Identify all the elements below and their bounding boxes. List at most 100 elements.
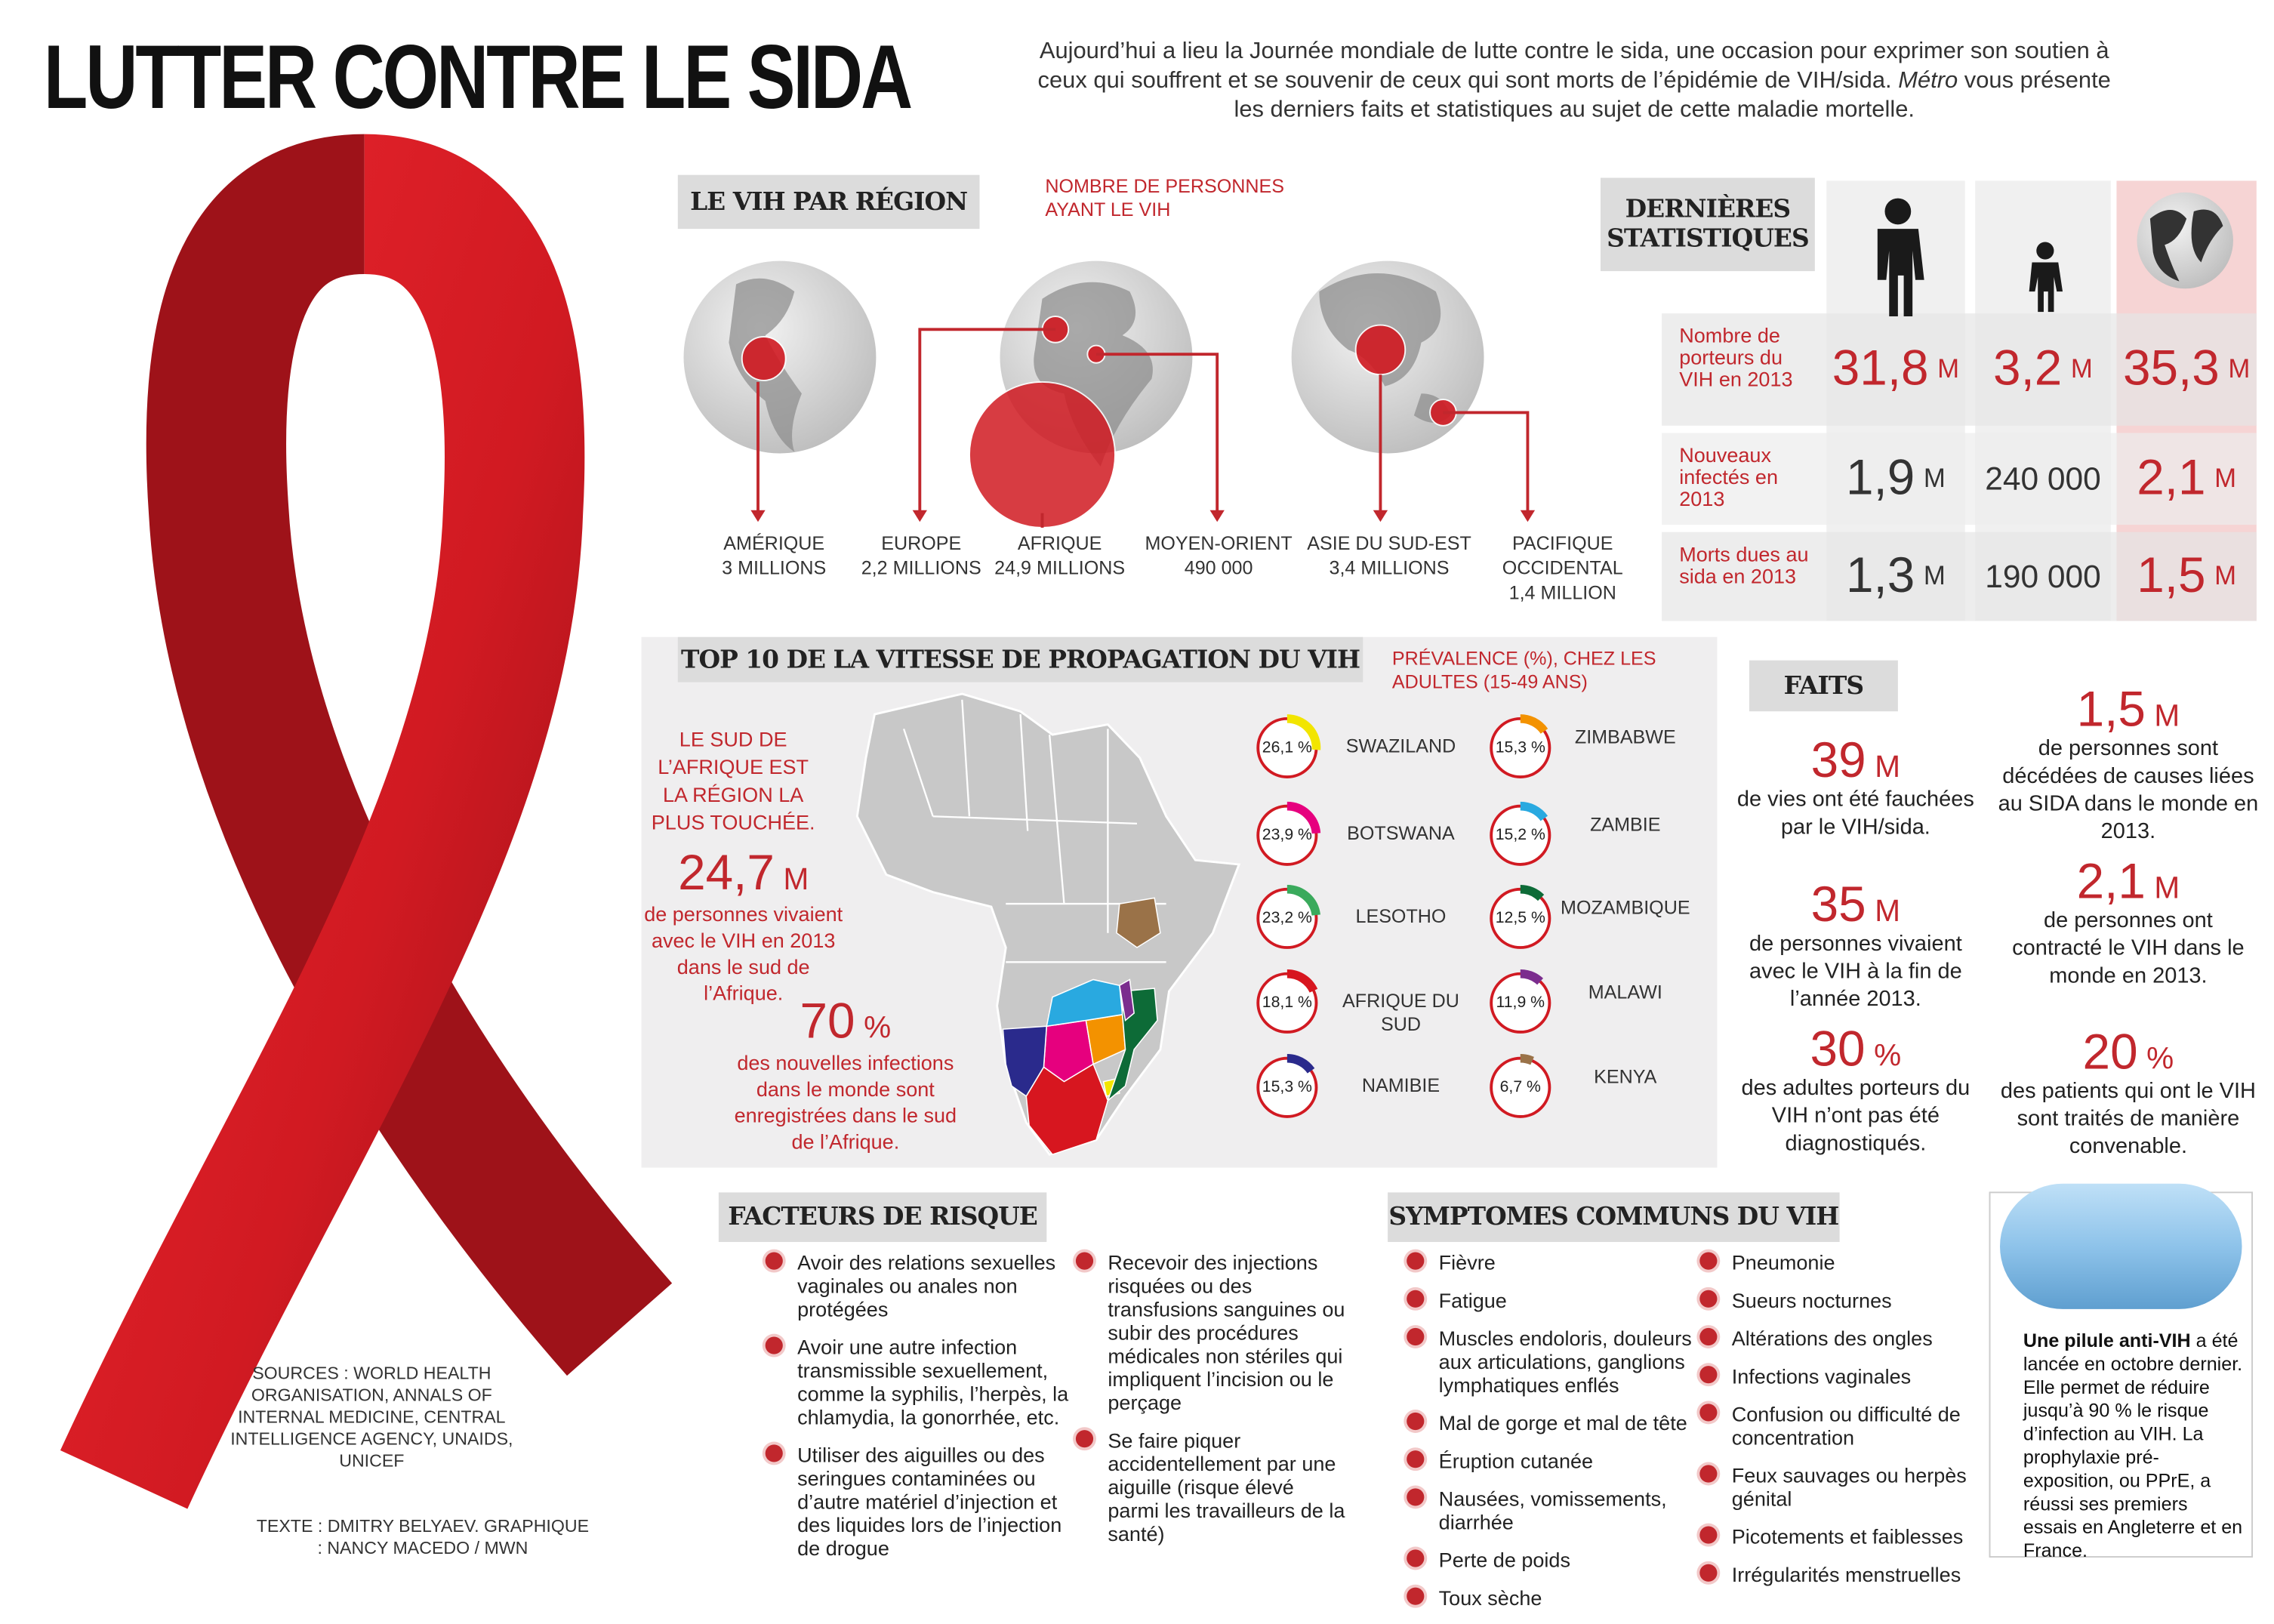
list-item: Irrégularités menstruelles <box>1699 1563 1969 1586</box>
fact-text: de personnes vivaient avec le VIH en 201… <box>644 902 843 1005</box>
bullet <box>1699 1465 1718 1483</box>
fact-number-line: 20% <box>1997 1028 2260 1077</box>
region-circle <box>1354 324 1407 376</box>
list-text: Recevoir des injections risquées ou des … <box>1108 1250 1345 1414</box>
region-name: ASIE DU SUD-EST <box>1307 532 1471 554</box>
list-item: Muscles endoloris, douleurs aux articula… <box>1407 1327 1698 1397</box>
stats-unit: M <box>2214 463 2237 493</box>
bullet <box>1699 1290 1718 1308</box>
fact-text: de personnes ont contracté le VIH dans l… <box>2012 908 2245 989</box>
arrowhead <box>1209 510 1225 522</box>
stats-cell: 190 000 <box>1975 532 2111 621</box>
page: LUTTER CONTRE LE SIDA Aujourd’hui a lieu… <box>43 27 2260 1610</box>
fact-unit: M <box>2154 871 2180 906</box>
list-item: Éruption cutanée <box>1407 1449 1698 1472</box>
list-item: Nausées, vomissements, diarrhée <box>1407 1487 1698 1533</box>
list-item: Avoir des relations sexuelles vaginales … <box>765 1250 1071 1321</box>
ring-label: 23,2 % <box>1262 909 1312 927</box>
list-text: Avoir des relations sexuelles vaginales … <box>797 1250 1056 1321</box>
list-text: Picotements et faiblesses <box>1731 1524 1964 1549</box>
bullet <box>1407 1412 1425 1431</box>
fact-number-line: 30% <box>1724 1025 1987 1074</box>
fact-number: 30 <box>1810 1022 1866 1077</box>
ring-label: 12,5 % <box>1495 909 1545 927</box>
fact: 30% des adultes porteurs du VIH n’ont pas… <box>1724 1025 1987 1157</box>
list-item: Toux sèche <box>1407 1586 1698 1610</box>
connector <box>918 328 1055 513</box>
bullet <box>1407 1290 1425 1308</box>
sources: SOURCES : WORLD HEALTH ORGANISATION, ANN… <box>230 1363 513 1471</box>
ring-label: 15,3 % <box>1262 1078 1312 1096</box>
stats-cell: 1,9 M <box>1826 433 1964 525</box>
region-label: AFRIQUE 24,9 MILLIONS <box>951 531 1169 581</box>
country-shape <box>1116 897 1161 948</box>
list-item: Feux sauvages ou herpès génital <box>1699 1463 1969 1510</box>
bullet <box>765 1444 783 1462</box>
stats-unit: M <box>1923 561 1946 590</box>
region-value: 3,4 MILLIONS <box>1329 556 1450 579</box>
region-value: 1,4 MILLION <box>1508 581 1616 604</box>
arrowhead <box>750 510 766 522</box>
region-name: MOYEN-ORIENT <box>1145 532 1293 554</box>
fact-number: 2,1 <box>2076 854 2146 910</box>
fact-number-line: 2,1 M <box>1997 857 2260 907</box>
credits: TEXTE : DMITRY BELYAEV. GRAPHIQUE : NANC… <box>256 1515 590 1558</box>
prevalence-arc <box>1520 884 1545 901</box>
fact-text: de personnes vivaient avec le VIH à la f… <box>1749 931 1962 1012</box>
stats-unit: M <box>1923 463 1946 493</box>
list-item: Fatigue <box>1407 1289 1698 1312</box>
stats-row-label: Nombre de porteurs du VIH en 2013 <box>1679 323 1793 391</box>
stats-number: 240 000 <box>1985 460 2101 497</box>
list-column: Fièvre Fatigue Muscles endoloris, douleurs… <box>1407 1251 1698 1624</box>
fact-number: 24,7 <box>678 845 775 901</box>
list-text: Fatigue <box>1438 1288 1507 1312</box>
fact-number: 39 <box>1810 733 1866 789</box>
intro: Aujourd’hui a lieu la Journée mondiale d… <box>1021 38 2128 125</box>
list-item: Utiliser des aiguilles ou des seringues … <box>765 1443 1071 1560</box>
list-item: Infections vaginales <box>1699 1364 1969 1388</box>
fact-number-line: 70% <box>722 997 969 1047</box>
ring-label: 15,2 % <box>1495 826 1545 844</box>
borders <box>902 699 1166 963</box>
country-name: NAMIBIE <box>1361 1074 1441 1096</box>
connector <box>1443 411 1530 513</box>
country-name: KENYA <box>1594 1065 1657 1088</box>
ring-label: 11,9 % <box>1496 994 1545 1012</box>
list-text: Infections vaginales <box>1731 1364 1912 1388</box>
section-title: LE VIH PAR RÉGION <box>677 174 980 230</box>
stats-row <box>1662 532 2257 621</box>
bullet <box>1699 1404 1718 1422</box>
list-text: Altérations des ongles <box>1731 1326 1933 1350</box>
stats-row-label: Morts dues au sida en 2013 <box>1679 542 1809 588</box>
bullet <box>1407 1587 1425 1605</box>
list-text: Utiliser des aiguilles ou des seringues … <box>797 1443 1062 1560</box>
arrowhead <box>912 510 927 522</box>
list-text: Pneumonie <box>1731 1250 1835 1274</box>
list-text: Confusion ou difficulté de concentration <box>1731 1402 1961 1450</box>
intro-text: vous présente les derniers faits et stat… <box>1234 68 2111 123</box>
fact-unit: M <box>783 863 809 897</box>
stats-unit: M <box>2214 561 2237 590</box>
ribbon-front <box>60 134 585 1509</box>
country-name: LESOTHO <box>1355 905 1447 927</box>
stats-number: 1,9 <box>1846 450 1915 506</box>
africa-map <box>855 692 1241 1156</box>
region-circle <box>741 336 787 381</box>
stats-row-label: Nouveaux infectés en 2013 <box>1679 442 1778 510</box>
region-name: PACIFIQUE OCCIDENTAL <box>1502 532 1623 579</box>
fact-unit: M <box>1875 895 1901 929</box>
section-title: FAITS <box>1749 660 1898 712</box>
bullet <box>1699 1526 1718 1544</box>
region-value: 490 000 <box>1184 556 1253 579</box>
bullet <box>1407 1488 1425 1506</box>
arrowheads <box>750 510 1536 522</box>
region-label: PACIFIQUE OCCIDENTAL 1,4 MILLION <box>1453 531 1672 605</box>
list-text: Éruption cutanée <box>1438 1449 1594 1473</box>
prevalence-arc <box>1286 1053 1315 1074</box>
stats-number: 31,8 <box>1832 341 1929 397</box>
top10-fact: 70% des nouvelles infections dans le mond… <box>722 997 969 1155</box>
ring-label: 15,3 % <box>1495 738 1545 757</box>
